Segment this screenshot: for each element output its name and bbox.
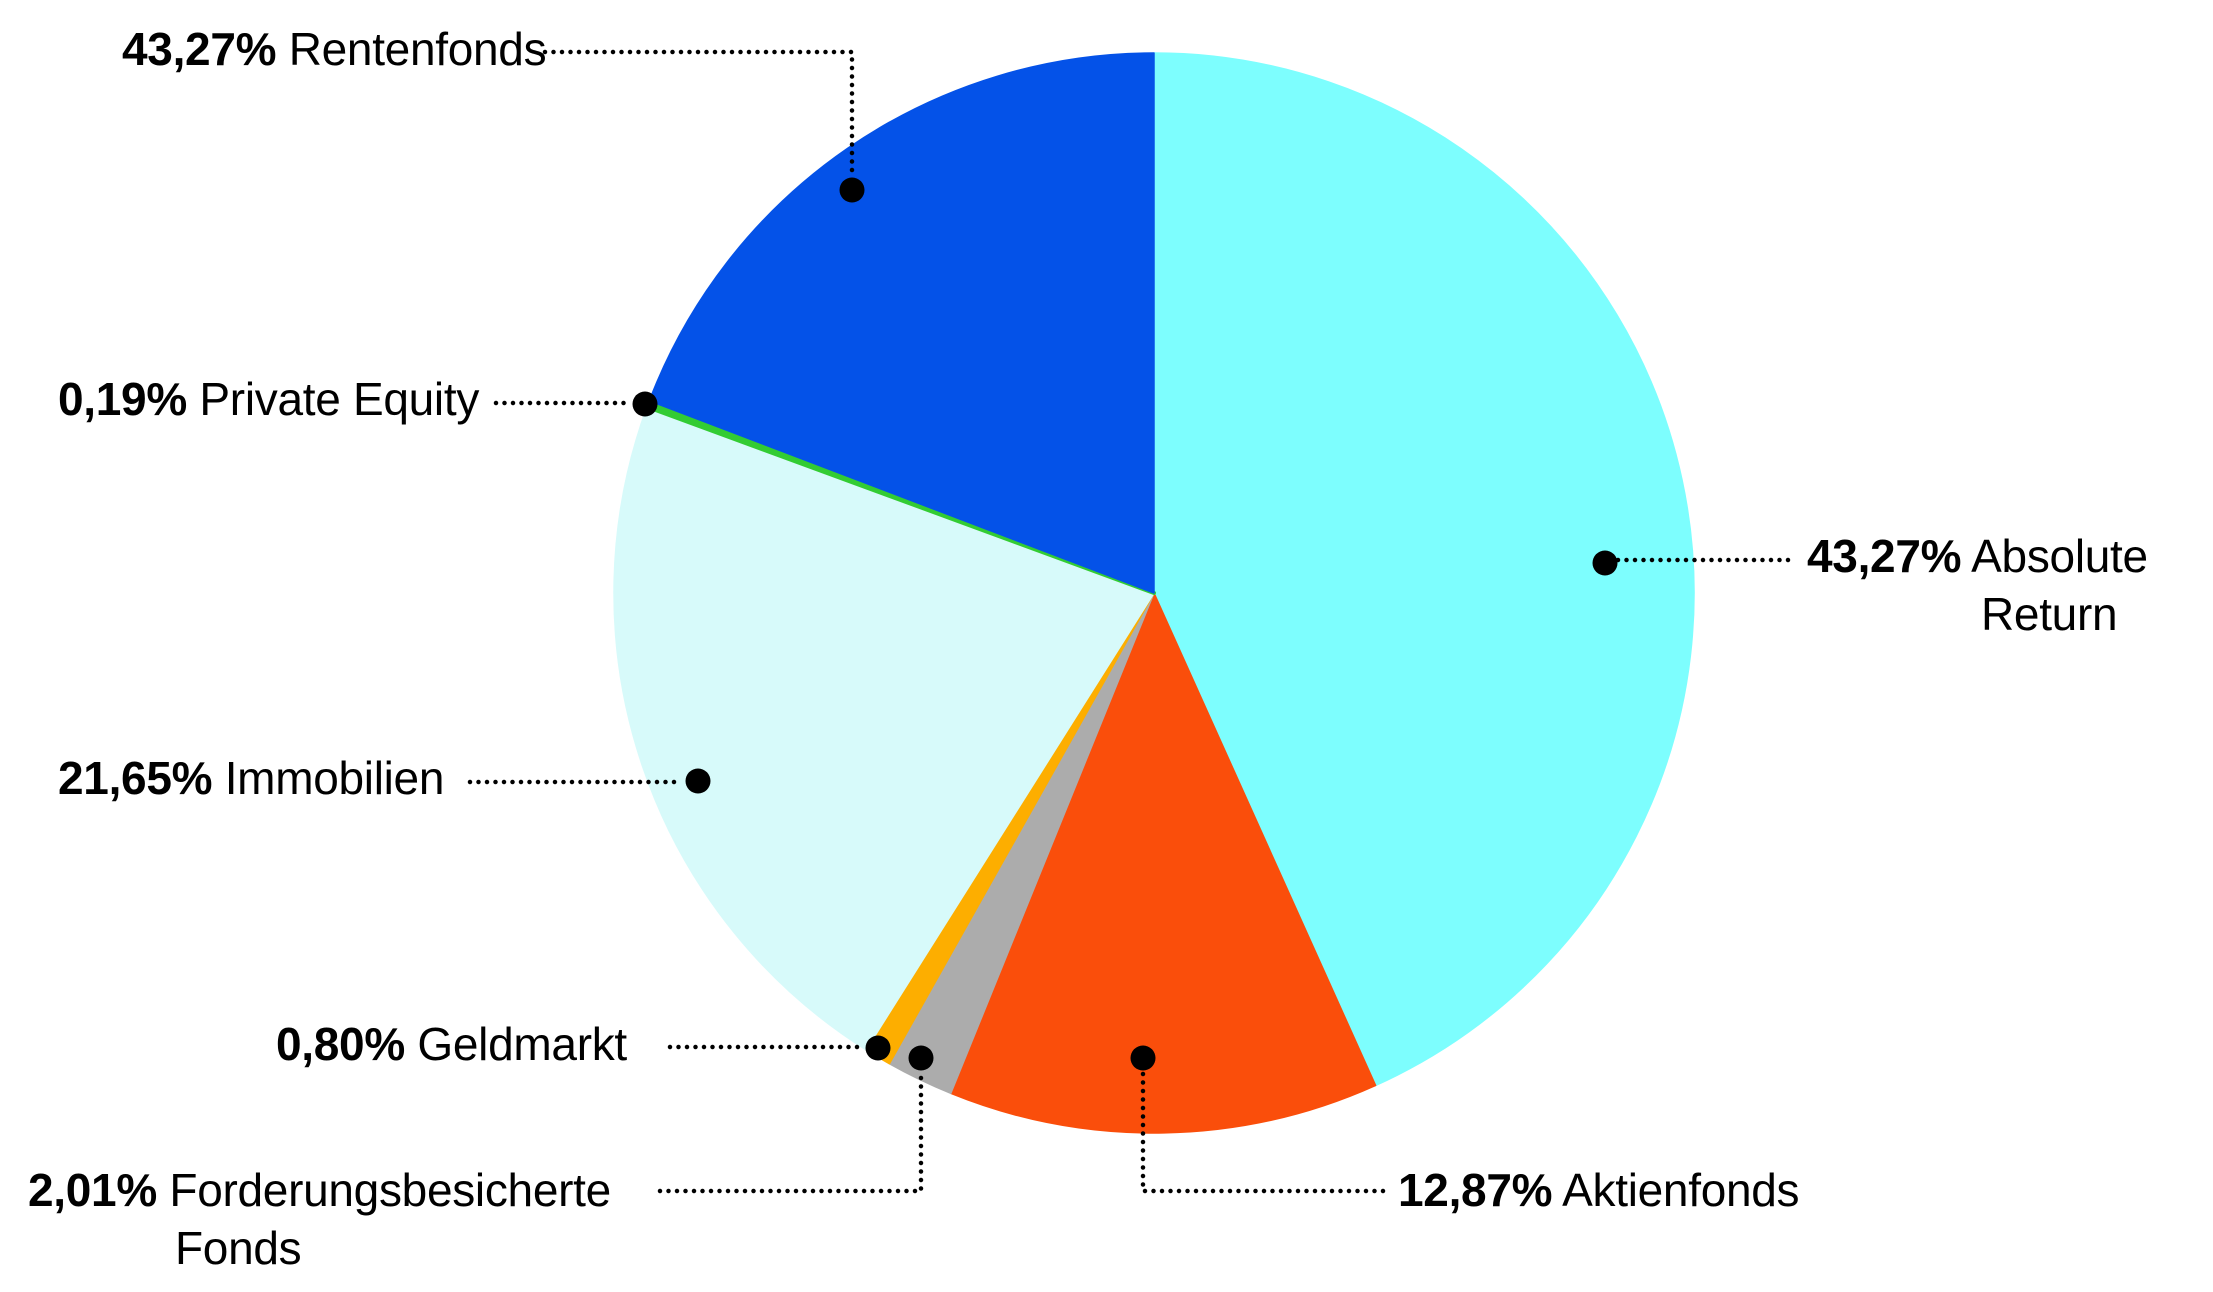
- callout-private-equity-pct: 0,19%: [58, 373, 187, 425]
- leader-dot-absolute-return: [1592, 550, 1618, 576]
- leader-line-forderungsbesicherte-fonds: [657, 1071, 924, 1194]
- callout-aktienfonds-label: Aktienfonds: [1562, 1164, 1800, 1216]
- callout-immobilien-pct: 21,65%: [58, 752, 213, 804]
- slice-immobilien: [613, 406, 1155, 1051]
- callout-rentenfonds-pct: 43,27%: [122, 23, 277, 75]
- callout-rentenfonds: 43,27% Rentenfonds: [122, 20, 547, 78]
- callout-private-equity-label: Private Equity: [199, 373, 480, 425]
- callout-immobilien-line: 21,65% Immobilien: [58, 749, 444, 807]
- callout-absolute-return-pct: 43,27%: [1807, 530, 1962, 582]
- callout-forderungsbesicherte-fonds-pct: 2,01%: [28, 1164, 157, 1216]
- callout-private-equity-line: 0,19% Private Equity: [58, 370, 479, 428]
- callout-forderungsbesicherte-fonds-label2: Fonds: [175, 1222, 302, 1274]
- callout-aktienfonds-line: 12,87% Aktienfonds: [1398, 1161, 1800, 1219]
- callout-forderungsbesicherte-fonds-line1: 2,01% Forderungsbesicherte: [28, 1161, 611, 1219]
- callout-absolute-return-line1: 43,27% Absolute: [1807, 527, 2148, 585]
- callout-absolute-return-label2: Return: [1981, 588, 2118, 640]
- slice-rentenfonds: [648, 52, 1155, 594]
- leader-dot-forderungsbesicherte-fonds: [908, 1045, 934, 1071]
- callout-absolute-return-label1: Absolute: [1971, 530, 2148, 582]
- callout-aktienfonds: 12,87% Aktienfonds: [1398, 1161, 1800, 1219]
- leader-dot-private-equity: [632, 391, 658, 417]
- callout-rentenfonds-label: Rentenfonds: [288, 23, 547, 75]
- callout-geldmarkt: 0,80% Geldmarkt: [276, 1015, 627, 1073]
- leader-line-aktienfonds: [1140, 1071, 1389, 1194]
- slice-absolute-return: [1153, 52, 1695, 1087]
- callout-forderungsbesicherte-fonds-label1: Forderungsbesicherte: [169, 1164, 611, 1216]
- callout-private-equity: 0,19% Private Equity: [58, 370, 479, 428]
- callout-geldmarkt-line: 0,80% Geldmarkt: [276, 1015, 627, 1073]
- leader-dot-immobilien: [685, 768, 711, 794]
- callout-geldmarkt-label: Geldmarkt: [417, 1018, 627, 1070]
- leader-dot-rentenfonds: [839, 177, 865, 203]
- callout-geldmarkt-pct: 0,80%: [276, 1018, 405, 1070]
- callout-rentenfonds-line: 43,27% Rentenfonds: [122, 20, 547, 78]
- callout-forderungsbesicherte-fonds: 2,01% Forderungsbesicherte Fonds: [28, 1161, 611, 1277]
- callout-absolute-return: 43,27% Absolute Return: [1807, 527, 2148, 643]
- leader-dot-aktienfonds: [1130, 1045, 1156, 1071]
- callout-aktienfonds-pct: 12,87%: [1398, 1164, 1553, 1216]
- slice-aktienfonds: [950, 592, 1377, 1134]
- callout-immobilien: 21,65% Immobilien: [58, 749, 444, 807]
- callout-immobilien-label: Immobilien: [224, 752, 445, 804]
- leader-dot-geldmarkt: [865, 1035, 891, 1061]
- leader-line-rentenfonds: [542, 49, 855, 175]
